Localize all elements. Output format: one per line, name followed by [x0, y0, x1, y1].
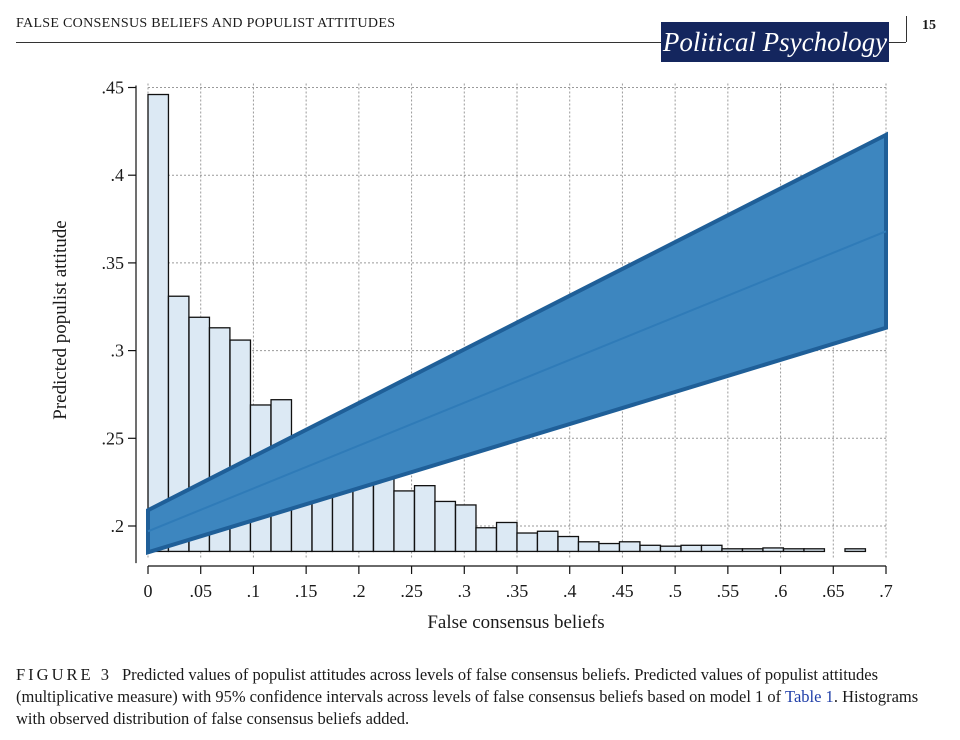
histogram-bar — [147, 93, 170, 553]
y-axis-label: Predicted populist attitude — [50, 220, 71, 419]
histogram-bar — [659, 545, 682, 553]
histogram-bar — [803, 548, 826, 553]
x-tick-label: .55 — [717, 581, 740, 601]
x-tick-label: .1 — [247, 581, 261, 601]
y-tick-label: .3 — [111, 341, 125, 361]
histogram-bar — [475, 527, 498, 553]
histogram-bar — [639, 544, 662, 553]
histogram-bar — [495, 521, 518, 553]
predicted-value-line — [147, 230, 887, 533]
x-tick-label: 0 — [144, 581, 153, 601]
histogram-bar — [618, 541, 641, 553]
header-rule — [16, 42, 906, 43]
x-tick-label: .6 — [774, 581, 788, 601]
histogram-bar — [434, 500, 457, 553]
axes: .2 .25 .3 .35 .4 .45 0 .05 .1 .15 .2 .25 .3 .35 .4 .45.… — [102, 78, 893, 602]
x-tick-label: .7 — [879, 581, 893, 601]
caption-text: Predicted values of populist attitudes a… — [16, 665, 879, 706]
confidence-band — [146, 131, 888, 556]
histogram-bar — [721, 548, 744, 553]
histogram-bar — [557, 535, 580, 553]
x-axis-label: False consensus beliefs — [427, 612, 604, 633]
histogram-bar — [516, 532, 539, 553]
histogram-bar — [454, 504, 477, 553]
figure-label: FIGURE 3 — [16, 665, 112, 684]
figure-3-chart: .2 .25 .3 .35 .4 .45 0 .05 .1 .15 .2 .25 .3 .35 .4 .45.… — [50, 78, 893, 634]
x-tick-label: .45 — [611, 581, 634, 601]
histogram-bar — [577, 541, 600, 553]
table-1-link[interactable]: Table 1 — [785, 687, 834, 706]
y-tick-label: .2 — [111, 516, 125, 536]
histogram-bar — [680, 544, 703, 553]
x-tick-label: .25 — [400, 581, 423, 601]
x-tick-label: .65 — [822, 581, 845, 601]
x-tick-label: .2 — [352, 581, 366, 601]
x-tick-label: .3 — [458, 581, 472, 601]
x-tick-label: .5 — [668, 581, 682, 601]
page-number: 15 — [922, 18, 936, 33]
page-number-separator — [906, 16, 907, 42]
histogram-bar — [700, 544, 723, 553]
x-tick-label: .35 — [506, 581, 529, 601]
journal-logo: Political Psychology — [661, 22, 889, 62]
caption-text-end: . Histograms with observed distribution … — [16, 687, 919, 728]
x-tick-label: .05 — [189, 581, 212, 601]
histogram-bar — [413, 485, 436, 553]
y-tick-label: .25 — [102, 428, 125, 448]
histogram-bar — [782, 548, 805, 553]
y-tick-label: .45 — [102, 78, 125, 98]
x-tick-label: .15 — [295, 581, 318, 601]
histogram-bar — [844, 548, 867, 553]
histogram-bar — [762, 547, 785, 553]
y-tick-label: .4 — [111, 165, 125, 185]
histogram-bar — [536, 530, 559, 553]
histogram-bar — [741, 548, 764, 553]
histogram-bar — [393, 490, 416, 553]
running-title: FALSE CONSENSUS BELIEFS AND POPULIST ATT… — [16, 16, 396, 31]
y-tick-label: .35 — [102, 253, 125, 273]
x-tick-label: .4 — [563, 581, 577, 601]
figure-caption: FIGURE 3 Predicted values of populist att… — [16, 664, 936, 730]
histogram-bar — [598, 542, 621, 553]
confidence-interval-band — [146, 131, 888, 556]
